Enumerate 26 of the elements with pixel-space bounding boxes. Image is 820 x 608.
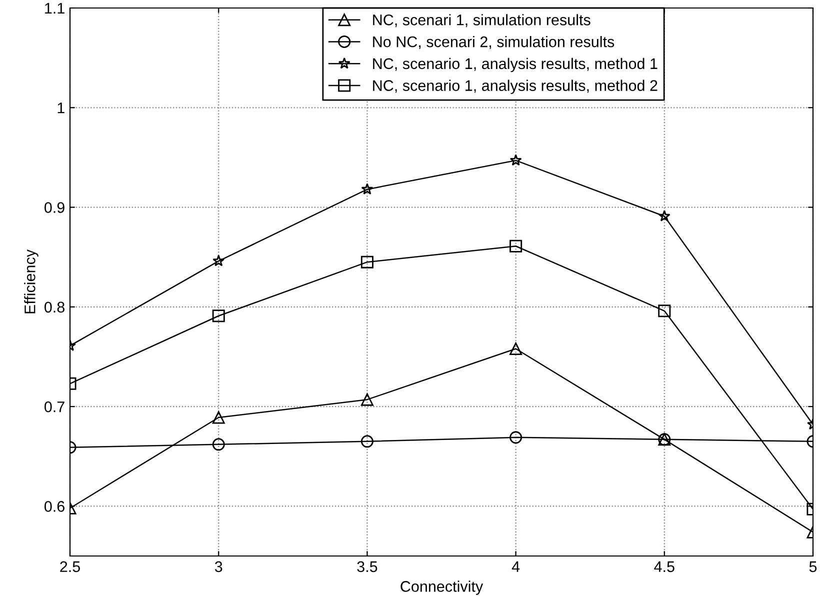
y-tick-label: 1.1 xyxy=(45,3,64,14)
x-tick-label: 4 xyxy=(512,561,520,572)
y-axis-title: Efficiency xyxy=(24,249,38,314)
point xyxy=(510,431,522,444)
x-axis-title: Connectivity xyxy=(400,580,484,595)
point xyxy=(510,154,522,166)
legend-label: No NC, scenari 2, simulation results xyxy=(373,36,614,50)
point xyxy=(360,435,374,448)
point xyxy=(361,183,374,195)
legend-label: NC, scenari 1, simulation results xyxy=(373,14,590,28)
point xyxy=(360,393,374,406)
x-tick-label: 2.5 xyxy=(60,561,80,572)
point xyxy=(510,240,522,252)
y-tick-label: 0.7 xyxy=(44,401,64,412)
x-tick-label: 3.5 xyxy=(357,561,378,572)
x-tick-label: 3 xyxy=(214,561,222,572)
legend-label: NC, scenario 1, analysis results, method 2 xyxy=(373,80,658,94)
x-tick-label: 5 xyxy=(809,561,817,572)
y-tick-label: 0.6 xyxy=(44,501,64,512)
y-tick-label: 0.9 xyxy=(44,202,64,213)
point xyxy=(510,342,522,356)
y-tick-label: 1 xyxy=(58,102,64,114)
legend-label: NC, scenario 1, analysis results, method 1 xyxy=(373,58,658,72)
y-tick-label: 0.8 xyxy=(44,302,64,313)
point xyxy=(360,256,374,268)
x-tick-label: 4.5 xyxy=(654,561,674,572)
